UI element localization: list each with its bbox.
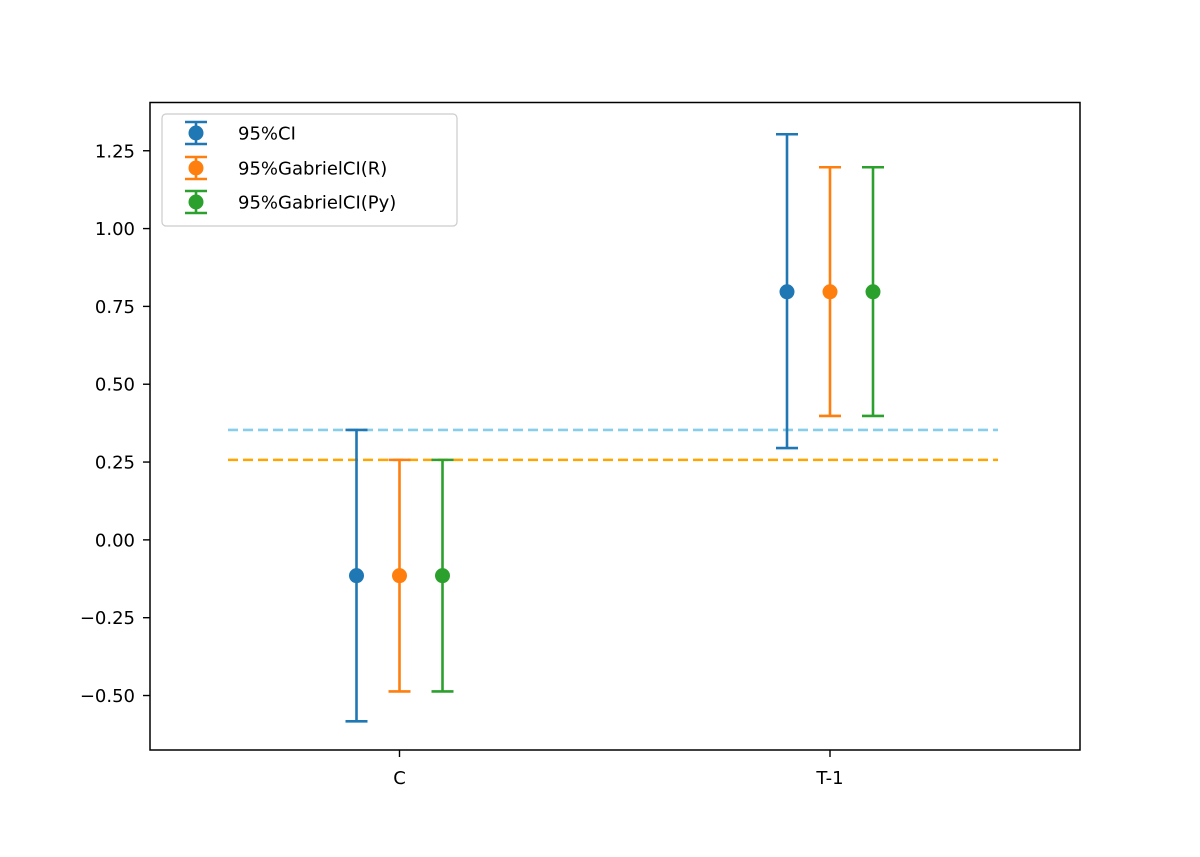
series-0 (345, 132, 798, 723)
y-tick-label: 0.00 (95, 530, 135, 551)
errorbar-1-1 (819, 165, 841, 418)
legend-item-2: 95%GabrielCI(Py) (185, 189, 396, 215)
x-tick-label: T-1 (815, 768, 843, 789)
errorbar-0-1 (776, 132, 798, 450)
legend-marker (188, 194, 204, 210)
y-tick-label: 1.25 (95, 141, 135, 162)
legend-label: 95%GabrielCI(R) (238, 159, 387, 180)
legend-label: 95%CI (238, 124, 296, 145)
errorbar-2-0 (431, 458, 454, 693)
data-point (779, 284, 795, 300)
legend-box (161, 113, 458, 227)
y-tick-label: −0.50 (80, 686, 135, 707)
y-tick-label: 0.50 (95, 375, 135, 396)
errorbar-0-0 (345, 428, 368, 723)
x-tick-label: C (393, 768, 406, 789)
legend-item-1: 95%GabrielCI(R) (185, 155, 387, 181)
errorbar-2-1 (862, 165, 884, 418)
legend-items: 95%CI 95%GabrielCI(R) 95%GabrielCI(Py) (185, 120, 396, 215)
data-point (392, 568, 407, 584)
y-tick-label: 1.00 (95, 219, 135, 240)
y-axis: −0.50 −0.25 0.00 0.25 0.50 0.75 1.00 1.25 (80, 141, 150, 707)
series-2 (431, 165, 884, 693)
plot-frame (149, 101, 1081, 751)
legend-label: 95%GabrielCI(Py) (238, 193, 396, 214)
legend-marker (188, 125, 204, 141)
series-1 (388, 165, 841, 693)
y-tick-label: −0.25 (80, 608, 135, 629)
errorbar-1-0 (388, 458, 411, 693)
data-point (349, 568, 364, 584)
series-layer (345, 132, 884, 723)
legend-marker (188, 160, 204, 176)
y-tick-label: 0.25 (95, 453, 135, 474)
x-axis: C T-1 (393, 750, 844, 789)
legend: 95%CI 95%GabrielCI(R) 95%GabrielCI(Py) (161, 113, 458, 227)
legend-item-0: 95%CI (185, 120, 296, 146)
data-point (822, 284, 838, 300)
y-tick-label: 0.75 (95, 297, 135, 318)
data-point (435, 568, 450, 584)
data-point (865, 284, 881, 300)
